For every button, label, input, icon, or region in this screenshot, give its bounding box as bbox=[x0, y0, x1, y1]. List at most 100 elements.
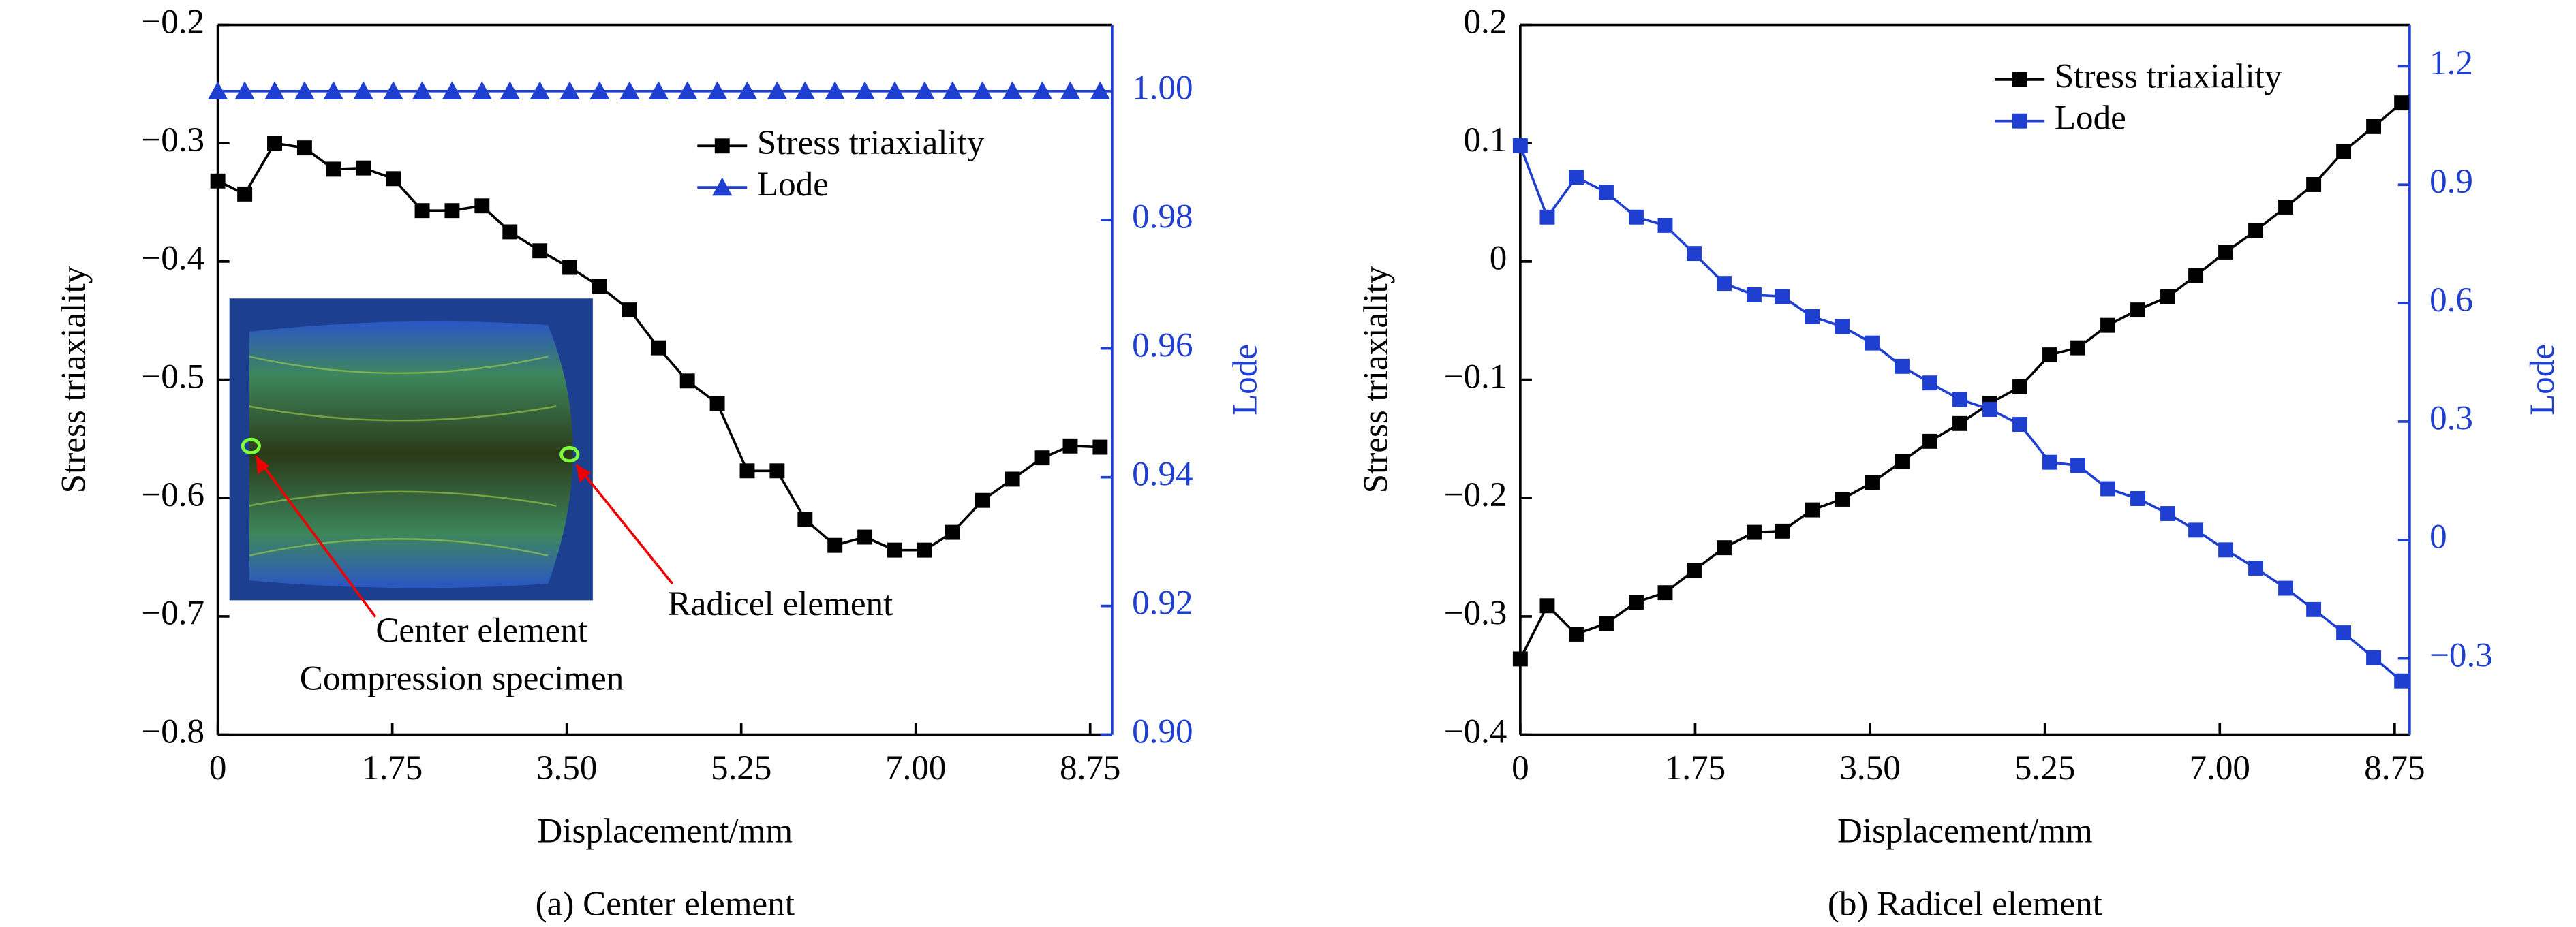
series-line bbox=[1519, 101, 2403, 660]
y2-tick-label: 0.6 bbox=[2429, 281, 2473, 319]
data-point bbox=[917, 542, 932, 558]
data-point bbox=[1005, 471, 1020, 487]
data-point bbox=[2336, 625, 2352, 641]
data-point bbox=[2130, 491, 2145, 506]
data-point bbox=[353, 81, 373, 100]
data-point bbox=[2394, 95, 2410, 111]
y2-tick-label: −0.3 bbox=[2429, 635, 2493, 674]
x-tick-label: 7.00 bbox=[885, 749, 946, 787]
series-line bbox=[1519, 145, 2403, 682]
legend-label: Stress triaxiality bbox=[757, 123, 985, 162]
arrow bbox=[255, 455, 377, 618]
data-point bbox=[1835, 492, 1850, 507]
y2-axis-label: Lode bbox=[1225, 344, 1264, 415]
data-point bbox=[2336, 144, 2352, 159]
data-point bbox=[2394, 673, 2410, 689]
data-point bbox=[1865, 475, 1880, 490]
data-point bbox=[323, 81, 343, 100]
data-point bbox=[234, 81, 255, 100]
data-point bbox=[502, 224, 518, 240]
data-point bbox=[1775, 523, 1790, 539]
arrow-head bbox=[256, 456, 270, 475]
y2-tick-label: 0.94 bbox=[1132, 454, 1193, 493]
x-tick-label: 3.50 bbox=[1839, 749, 1900, 787]
data-point bbox=[1717, 540, 1732, 556]
data-point bbox=[1032, 81, 1053, 100]
y2-tick-label: 0.98 bbox=[1132, 198, 1193, 236]
data-point bbox=[592, 279, 607, 294]
data-point bbox=[1747, 524, 1762, 540]
data-point bbox=[1569, 626, 1584, 642]
y2-tick-label: 1.00 bbox=[1132, 69, 1193, 108]
data-point bbox=[412, 81, 433, 100]
legend-label: Lode bbox=[2055, 98, 2126, 137]
data-point bbox=[1952, 415, 1967, 431]
y-tick-label: −0.4 bbox=[1444, 712, 1507, 751]
data-point bbox=[2248, 561, 2264, 576]
data-point bbox=[2160, 289, 2175, 304]
data-point bbox=[679, 373, 695, 389]
data-point bbox=[2042, 347, 2057, 363]
legend-label: Stress triaxiality bbox=[2055, 57, 2282, 96]
x-tick-label: 3.50 bbox=[536, 749, 597, 787]
data-point bbox=[707, 81, 728, 100]
data-point bbox=[677, 81, 698, 100]
data-point bbox=[1599, 616, 1614, 631]
x-tick-label: 1.75 bbox=[362, 749, 423, 787]
data-point bbox=[1090, 81, 1110, 100]
data-point bbox=[739, 463, 755, 479]
data-point bbox=[1512, 651, 1528, 667]
data-point bbox=[2042, 454, 2057, 470]
data-point bbox=[827, 537, 843, 553]
data-point bbox=[915, 81, 935, 100]
y2-tick-label: 0.90 bbox=[1132, 712, 1193, 751]
data-point bbox=[532, 243, 548, 259]
data-point bbox=[2248, 223, 2264, 238]
data-point bbox=[887, 542, 902, 558]
data-point bbox=[2012, 417, 2027, 432]
data-point bbox=[414, 203, 430, 219]
data-point bbox=[1539, 598, 1555, 614]
legend-marker bbox=[712, 177, 733, 196]
y2-tick-label: 1.2 bbox=[2429, 44, 2473, 82]
data-point bbox=[442, 81, 463, 100]
data-point bbox=[2366, 650, 2382, 665]
data-point bbox=[2306, 177, 2322, 192]
y-axis-label: Stress triaxiality bbox=[1357, 266, 1396, 493]
y-tick-label: −0.2 bbox=[141, 2, 204, 41]
arrow bbox=[575, 463, 674, 585]
y2-tick-label: 0.92 bbox=[1132, 583, 1193, 622]
data-point bbox=[294, 81, 315, 100]
data-point bbox=[589, 81, 610, 100]
data-point bbox=[1657, 217, 1673, 233]
y2-axis-label: Lode bbox=[2523, 344, 2562, 415]
data-point bbox=[356, 160, 371, 176]
data-point bbox=[622, 302, 637, 318]
data-point bbox=[1835, 319, 1850, 334]
legend-marker bbox=[2012, 72, 2027, 87]
data-point bbox=[1657, 585, 1673, 601]
data-point bbox=[2188, 522, 2204, 538]
data-point bbox=[1034, 450, 1050, 466]
specimen-shape bbox=[249, 321, 573, 588]
data-point bbox=[559, 81, 580, 100]
data-point bbox=[1717, 276, 1732, 292]
data-point bbox=[1569, 170, 1584, 185]
data-point bbox=[474, 198, 490, 214]
data-point bbox=[795, 81, 815, 100]
annotation: Center element bbox=[375, 611, 587, 650]
data-point bbox=[1687, 563, 1702, 578]
data-point bbox=[2012, 379, 2027, 394]
data-point bbox=[737, 81, 758, 100]
y2-tick-label: 0 bbox=[2429, 518, 2447, 556]
legend-marker bbox=[714, 138, 730, 154]
y2-tick-label: 0.9 bbox=[2429, 162, 2473, 201]
y-tick-label: −0.2 bbox=[1444, 475, 1507, 514]
data-point bbox=[2366, 119, 2382, 134]
y2-tick-label: 0.96 bbox=[1132, 326, 1193, 364]
data-point bbox=[857, 529, 873, 545]
data-point bbox=[1805, 502, 1820, 518]
x-tick-label: 5.25 bbox=[711, 749, 771, 787]
